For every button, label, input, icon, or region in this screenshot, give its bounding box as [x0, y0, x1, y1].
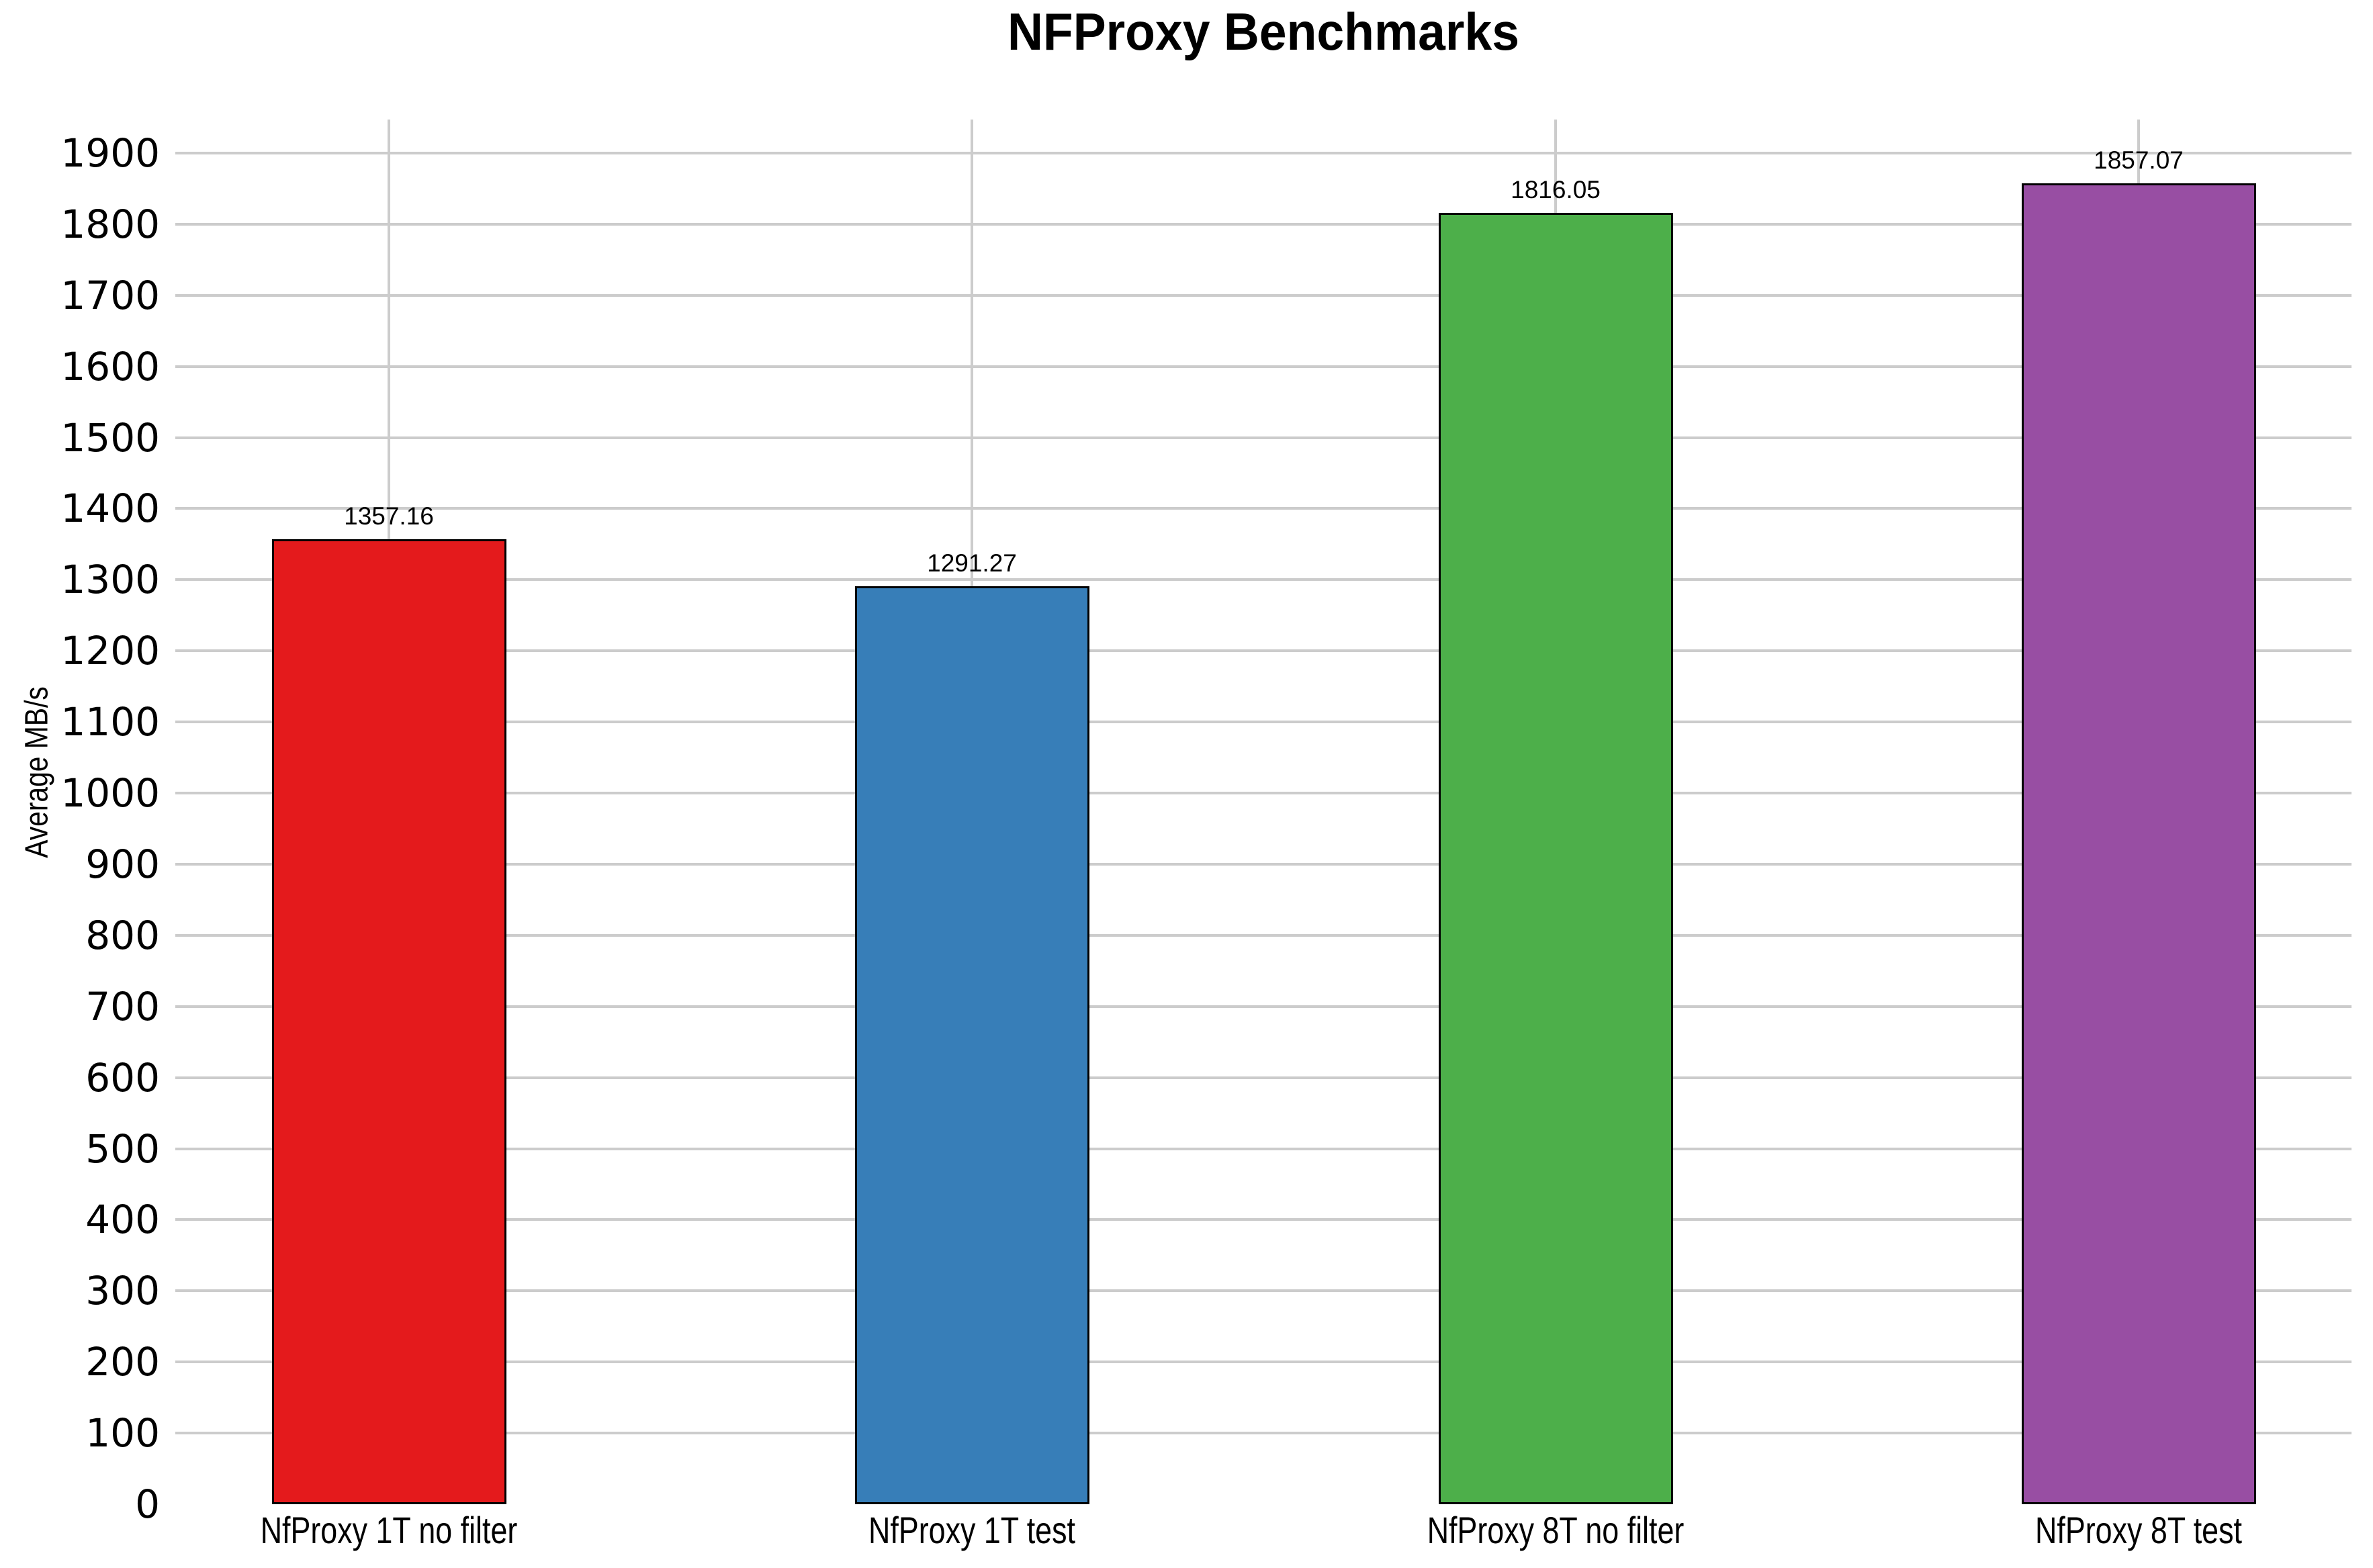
- bar: [271, 539, 506, 1504]
- gridline-horizontal: [175, 436, 2352, 439]
- y-tick-label: 900: [85, 841, 160, 887]
- bar: [854, 586, 1089, 1504]
- gridline-horizontal: [175, 293, 2352, 297]
- gridline-horizontal: [175, 1147, 2352, 1150]
- y-tick-label: 400: [85, 1197, 160, 1243]
- bar: [1438, 212, 1673, 1504]
- gridline-horizontal: [175, 152, 2352, 154]
- x-category-label: NfProxy 8T no filter: [1427, 1509, 1685, 1551]
- bar-value-label: 1357.16: [344, 502, 434, 530]
- y-tick-label: 1700: [60, 272, 160, 318]
- y-tick-label: 1200: [60, 628, 160, 674]
- y-tick-label: 200: [85, 1339, 160, 1385]
- y-tick-label: 800: [85, 912, 160, 958]
- y-tick-label: 1600: [60, 343, 160, 389]
- gridline-horizontal: [175, 507, 2352, 510]
- y-tick-label: 1000: [60, 770, 160, 817]
- gridline-horizontal: [175, 1361, 2352, 1364]
- y-tick-label: 1400: [60, 486, 160, 532]
- gridline-horizontal: [175, 222, 2352, 226]
- gridline-horizontal: [175, 1076, 2352, 1079]
- y-tick-label: 300: [85, 1268, 160, 1314]
- y-tick-label: 1300: [60, 557, 160, 603]
- y-tick-label: 500: [85, 1125, 160, 1172]
- x-category-label: NfProxy 1T no filter: [260, 1509, 518, 1551]
- bar: [2021, 183, 2256, 1504]
- bar-value-label: 1291.27: [927, 549, 1017, 577]
- y-tick-label: 700: [85, 983, 160, 1029]
- x-category-label: NfProxy 8T test: [2035, 1509, 2242, 1551]
- x-category-label: NfProxy 1T test: [868, 1509, 1075, 1551]
- gridline-horizontal: [175, 1289, 2352, 1293]
- gridline-horizontal: [175, 578, 2352, 582]
- y-tick-label: 0: [135, 1481, 160, 1527]
- y-tick-label: 1500: [60, 414, 160, 461]
- y-tick-label: 600: [85, 1054, 160, 1101]
- gridline-horizontal: [175, 933, 2352, 937]
- bar-value-label: 1857.07: [2094, 146, 2184, 175]
- gridline-horizontal: [175, 365, 2352, 368]
- gridline-horizontal: [175, 1432, 2352, 1435]
- gridline-horizontal: [175, 1218, 2352, 1221]
- gridline-horizontal: [175, 1005, 2352, 1008]
- gridline-horizontal: [175, 862, 2352, 866]
- gridline-horizontal: [175, 721, 2352, 724]
- y-tick-label: 1800: [60, 201, 160, 247]
- y-tick-label: 1900: [60, 130, 160, 176]
- gridline-horizontal: [175, 792, 2352, 795]
- y-tick-label: 100: [85, 1410, 160, 1457]
- bar-value-label: 1816.05: [1511, 175, 1601, 203]
- gridline-horizontal: [175, 649, 2352, 653]
- chart-title: NFProxy Benchmarks: [1007, 2, 1520, 61]
- y-tick-label: 1100: [60, 699, 160, 745]
